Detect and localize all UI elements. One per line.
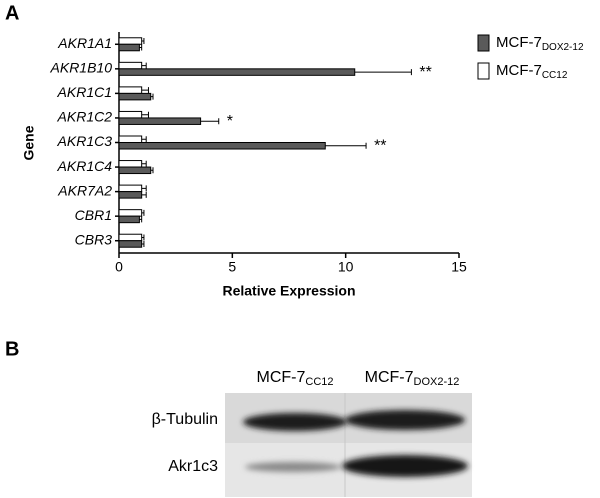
error-bar <box>141 136 147 143</box>
error-bar <box>139 44 143 51</box>
y-tick-label: AKR7A2 <box>57 182 112 198</box>
error-bar <box>141 38 145 45</box>
legend-label: MCF-7CC12 <box>496 62 568 81</box>
error-bar <box>141 87 149 94</box>
panel-label: B <box>5 338 19 360</box>
blot-band <box>345 410 465 430</box>
bar <box>118 110 143 119</box>
y-axis-title: Gene <box>21 125 37 160</box>
bar <box>118 191 143 199</box>
bar <box>118 215 140 224</box>
legend-label: MCF-7 <box>496 34 542 51</box>
y-tick-label: AKR1C1 <box>57 84 112 100</box>
x-tick-label: 10 <box>338 259 354 275</box>
bar <box>118 43 140 52</box>
error-bar <box>141 62 147 69</box>
bar <box>118 86 143 94</box>
bar <box>118 166 152 175</box>
blot-column-label: MCF-7 <box>256 369 305 386</box>
bar <box>118 209 143 217</box>
error-bar <box>354 69 412 76</box>
blot-band <box>243 413 347 431</box>
y-tick-label: AKR1C4 <box>57 158 113 174</box>
error-bar <box>141 209 145 216</box>
blot-column-label: MCF-7 <box>365 369 414 386</box>
blot-band <box>342 455 468 477</box>
legend-swatch <box>477 62 490 80</box>
error-bar <box>141 111 149 118</box>
bar <box>118 160 143 168</box>
error-bar <box>141 160 147 167</box>
y-tick-label: AKR1A1 <box>57 35 112 51</box>
bar <box>118 37 143 45</box>
legend-label: MCF-7 <box>496 62 542 79</box>
x-tick-label: 15 <box>451 259 467 275</box>
y-tick-label: AKR1C2 <box>57 109 113 125</box>
error-bar <box>141 185 147 192</box>
bar <box>118 68 356 76</box>
bar <box>118 135 143 143</box>
x-axis-title: Relative Expression <box>222 283 355 299</box>
bar <box>118 117 202 125</box>
error-bar <box>150 167 154 174</box>
significance-label: ** <box>419 64 431 81</box>
y-tick-label: CBR1 <box>75 207 112 223</box>
error-bar <box>141 191 147 198</box>
error-bar <box>139 216 143 223</box>
significance-label: * <box>227 113 233 130</box>
error-bar <box>141 240 145 247</box>
bar <box>118 142 326 150</box>
panel-label: A <box>5 2 19 24</box>
error-bar <box>325 142 367 149</box>
blot-column-label: MCF-7DOX2-12 <box>365 369 460 388</box>
blot-column-subscript: DOX2-12 <box>414 376 460 388</box>
legend-subscript: DOX2-12 <box>542 42 584 53</box>
error-bar <box>200 118 220 125</box>
blot-column-label: MCF-7CC12 <box>256 369 333 388</box>
error-bar <box>150 93 154 100</box>
y-tick-label: AKR1C3 <box>57 133 113 149</box>
y-tick-label: CBR3 <box>75 231 113 247</box>
bar <box>118 233 143 242</box>
legend-subscript: CC12 <box>542 70 568 81</box>
bar <box>118 92 152 101</box>
x-tick-label: 0 <box>115 259 123 275</box>
blot <box>225 393 472 497</box>
significance-label: ** <box>374 138 386 155</box>
bar <box>118 184 143 193</box>
x-tick-label: 5 <box>228 259 236 275</box>
bar <box>118 61 143 70</box>
legend-swatch <box>477 34 490 52</box>
blot-row-label: Akr1c3 <box>168 458 218 475</box>
legend-label: MCF-7DOX2-12 <box>496 34 584 53</box>
error-bar <box>141 234 145 241</box>
blot-band <box>245 462 341 472</box>
y-tick-label: AKR1B10 <box>50 60 113 76</box>
blot-column-subscript: CC12 <box>305 376 333 388</box>
bar <box>118 240 143 248</box>
blot-row-label: β-Tubulin <box>152 411 218 428</box>
